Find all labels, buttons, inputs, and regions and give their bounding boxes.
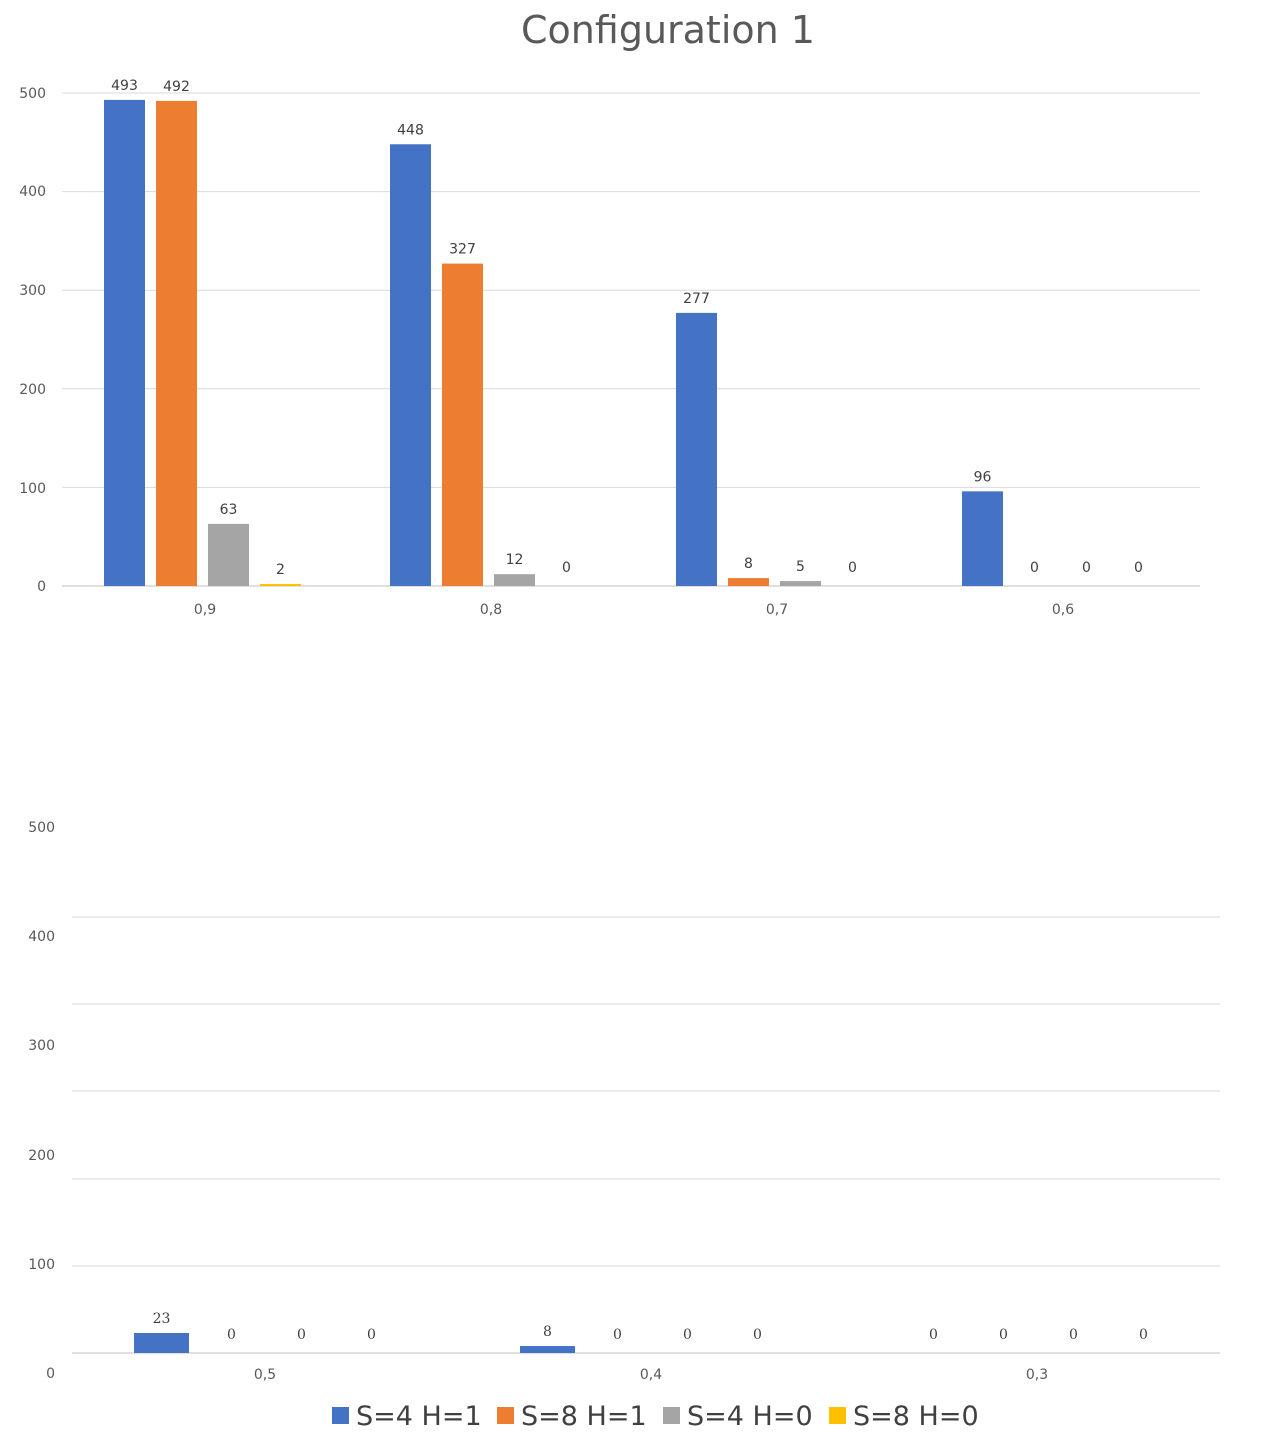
data-label: 327: [449, 242, 476, 258]
y-tick-label: 400: [19, 184, 46, 200]
y-tick-label: 100: [28, 1257, 55, 1273]
y-tick-label: 300: [28, 1038, 55, 1054]
bar: [104, 99, 145, 586]
data-label: 5: [796, 559, 805, 575]
bar: [520, 1346, 575, 1353]
bar: [134, 1332, 189, 1353]
data-label: 492: [163, 79, 190, 95]
bar: [780, 581, 821, 586]
data-label: 493: [111, 78, 138, 94]
bar: [260, 584, 301, 586]
legend-swatch: [663, 1407, 680, 1424]
legend-swatch: [829, 1407, 846, 1424]
x-tick-label: 0,4: [640, 1367, 662, 1383]
legend-label: S=8 H=0: [853, 1401, 979, 1432]
data-label: 0: [753, 1327, 762, 1343]
data-label: 0: [1139, 1327, 1148, 1343]
chart-title: Configuration 1: [521, 8, 815, 52]
data-label: 63: [220, 502, 238, 518]
data-label: 0: [227, 1327, 236, 1343]
x-tick-label: 0,8: [480, 602, 502, 618]
data-label: 277: [683, 291, 710, 307]
legend-swatch: [332, 1407, 349, 1424]
data-label: 96: [974, 469, 992, 485]
data-label: 0: [1134, 560, 1143, 576]
x-tick-label: 0,3: [1026, 1367, 1048, 1383]
x-tick-label: 0,5: [254, 1367, 276, 1383]
data-label: 0: [1069, 1327, 1078, 1343]
legend-label: S=8 H=1: [521, 1401, 647, 1432]
data-label: 0: [562, 560, 571, 576]
x-tick-label: 0,6: [1052, 602, 1074, 618]
y-tick-label: 200: [28, 1148, 55, 1164]
y-tick-label: 500: [28, 820, 55, 836]
bar: [728, 578, 769, 586]
legend-swatch: [497, 1407, 514, 1424]
data-label: 0: [1030, 560, 1039, 576]
data-label: 0: [848, 560, 857, 576]
data-label: 0: [929, 1327, 938, 1343]
data-label: 2: [276, 562, 285, 578]
data-label: 0: [613, 1327, 622, 1343]
data-label: 0: [683, 1327, 692, 1343]
y-tick-label: 500: [19, 86, 46, 102]
bar: [442, 263, 483, 586]
data-label: 0: [1082, 560, 1091, 576]
bar: [962, 491, 1003, 586]
data-label: 0: [367, 1327, 376, 1343]
y-tick-label: 400: [28, 929, 55, 945]
bar: [390, 144, 431, 586]
data-label: 448: [397, 122, 424, 138]
data-label: 12: [506, 552, 524, 568]
x-tick-label: 0,9: [194, 602, 216, 618]
legend-label: S=4 H=1: [356, 1401, 482, 1432]
bar: [208, 523, 249, 586]
bar: [156, 100, 197, 586]
y-tick-label: 0: [46, 1366, 55, 1382]
y-tick-label: 0: [37, 579, 46, 595]
y-tick-label: 300: [19, 283, 46, 299]
data-label: 0: [297, 1327, 306, 1343]
legend-label: S=4 H=0: [687, 1401, 813, 1432]
bar: [494, 574, 535, 586]
y-tick-label: 200: [19, 382, 46, 398]
y-tick-label: 100: [19, 481, 46, 497]
x-tick-label: 0,7: [766, 602, 788, 618]
data-label: 23: [153, 1311, 171, 1327]
data-label: 0: [999, 1327, 1008, 1343]
data-label: 8: [543, 1324, 552, 1340]
bar: [676, 312, 717, 586]
data-label: 8: [744, 556, 753, 572]
